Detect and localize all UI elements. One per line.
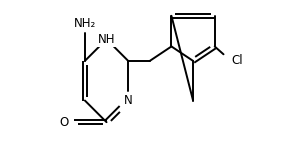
Text: Cl: Cl <box>231 54 242 67</box>
Text: NH: NH <box>98 33 115 46</box>
Text: NH₂: NH₂ <box>74 16 96 30</box>
Text: O: O <box>59 116 69 129</box>
Text: N: N <box>124 94 133 107</box>
